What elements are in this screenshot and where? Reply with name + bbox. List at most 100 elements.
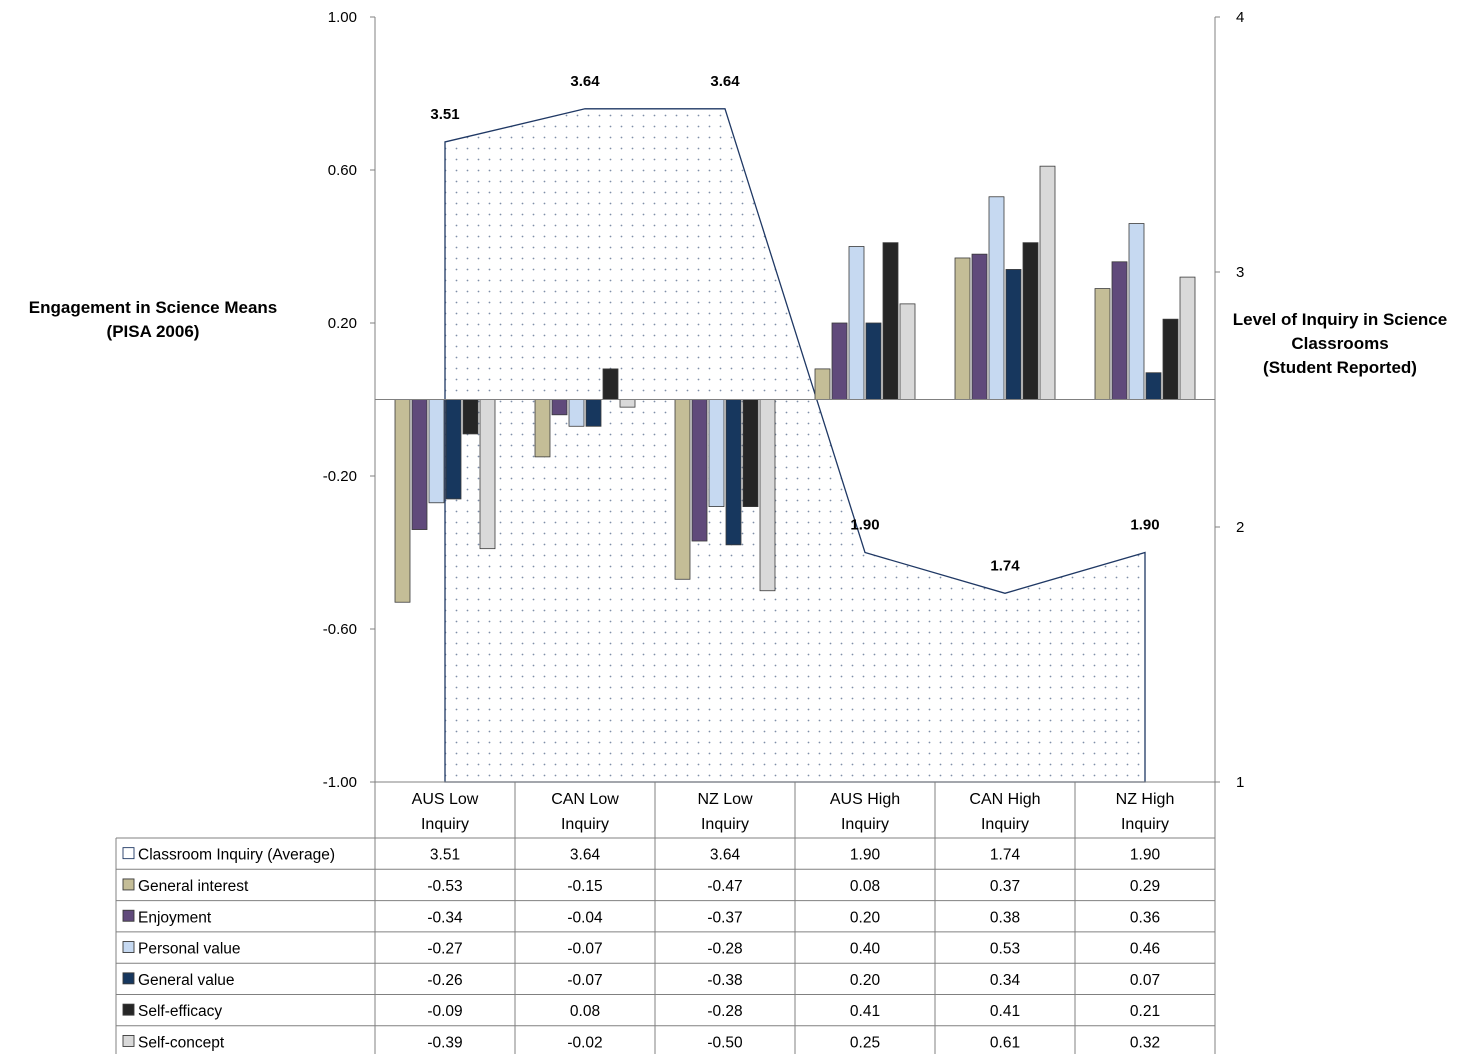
- bar-general-value: [725, 399, 742, 546]
- inquiry-value-label: 3.64: [570, 73, 600, 90]
- bar-self-concept: [1039, 165, 1056, 400]
- table-value: -0.07: [567, 972, 602, 989]
- legend-label: Self-efficacy: [138, 1003, 222, 1020]
- inquiry-value-label: 3.64: [710, 73, 740, 90]
- bar-general-interest: [1094, 288, 1111, 400]
- table-value: 1.90: [850, 847, 881, 864]
- labels-layer: 3.51 3.64 3.64 1.90 1.74 1.90: [430, 73, 1159, 574]
- bar-self-efficacy: [462, 399, 479, 435]
- table-value: -0.02: [567, 1034, 602, 1051]
- table-value: 1.74: [990, 847, 1021, 864]
- table-value: -0.07: [567, 941, 602, 958]
- table-value: -0.37: [707, 909, 742, 926]
- category-label: Inquiry: [841, 816, 889, 833]
- table-value: 0.20: [850, 972, 881, 989]
- bar-general-value: [1005, 269, 1022, 400]
- category-label: Inquiry: [421, 816, 469, 833]
- bar-personal-value: [848, 246, 865, 400]
- data-table: AUS Low Inquiry CAN Low Inquiry NZ Low Inquir…: [115, 781, 1216, 1054]
- bar-general-interest: [814, 368, 831, 400]
- bar-self-efficacy: [742, 399, 759, 507]
- legend-swatch: [122, 878, 135, 891]
- y-tick-label: -0.60: [323, 621, 357, 638]
- bar-self-efficacy: [1022, 242, 1039, 400]
- table-value: 3.64: [570, 847, 601, 864]
- bar-general-interest: [674, 399, 691, 580]
- legend-swatch: [122, 909, 135, 922]
- table-value: -0.38: [707, 972, 742, 989]
- legend-label: Self-concept: [138, 1034, 225, 1051]
- table-value: -0.34: [427, 909, 463, 926]
- bar-self-efficacy: [882, 242, 899, 400]
- category-label: Inquiry: [701, 816, 749, 833]
- table-value: 0.07: [1130, 972, 1160, 989]
- bar-general-interest: [534, 399, 551, 458]
- table-value: 0.08: [570, 1003, 600, 1020]
- category-label: Inquiry: [561, 816, 609, 833]
- bar-personal-value: [568, 399, 585, 427]
- bar-general-value: [1145, 372, 1162, 400]
- y-tick-label: 0.60: [328, 162, 357, 179]
- table-value: 0.32: [1130, 1034, 1160, 1051]
- table-value: 1.90: [1130, 847, 1161, 864]
- y-axis-title-right: Level of Inquiry in Science Classrooms (…: [1232, 310, 1448, 377]
- table-value: 0.40: [850, 941, 881, 958]
- inquiry-value-label: 1.90: [1130, 517, 1159, 534]
- table-value: -0.53: [427, 878, 462, 895]
- bar-enjoyment: [411, 399, 428, 530]
- category-label: NZ Low: [697, 791, 753, 808]
- table-value: 0.41: [850, 1003, 880, 1020]
- bar-personal-value: [708, 399, 725, 507]
- legend-swatch: [122, 1034, 135, 1047]
- legend-label: Enjoyment: [138, 909, 212, 926]
- legend-label: General interest: [138, 878, 249, 895]
- category-label: Inquiry: [981, 816, 1029, 833]
- y2-tick-label: 2: [1236, 519, 1244, 536]
- table-value: 0.29: [1130, 878, 1160, 895]
- table-value: 0.08: [850, 878, 880, 895]
- inquiry-value-label: 1.74: [990, 557, 1020, 574]
- bar-self-concept: [1179, 276, 1196, 400]
- bar-general-value: [585, 399, 602, 427]
- legend-swatch: [122, 941, 135, 953]
- table-value: -0.15: [567, 878, 602, 895]
- bar-enjoyment: [971, 253, 988, 400]
- table-value: 3.51: [430, 847, 460, 864]
- table-value: -0.28: [707, 1003, 742, 1020]
- y-tick-label: 1.00: [328, 9, 357, 26]
- inquiry-value-label: 1.90: [850, 517, 879, 534]
- bar-personal-value: [988, 196, 1005, 400]
- bar-general-interest: [394, 399, 411, 603]
- table-value: 0.53: [990, 941, 1020, 958]
- axes-layer: 1.00 0.60 0.20 -0.20 -0.60 -1.00 4 3 2 1: [323, 9, 1245, 791]
- bar-self-concept: [619, 399, 636, 408]
- table-value: -0.47: [707, 878, 742, 895]
- table-value: -0.26: [427, 972, 462, 989]
- bar-personal-value: [1128, 223, 1145, 400]
- table-value: 0.38: [990, 909, 1020, 926]
- area-layer: [444, 108, 1146, 783]
- table-value: 0.20: [850, 909, 881, 926]
- bar-enjoyment: [551, 399, 568, 416]
- category-label: CAN Low: [551, 791, 619, 808]
- table-value: -0.28: [707, 941, 742, 958]
- table-value: -0.27: [427, 941, 462, 958]
- bar-general-value: [865, 322, 882, 400]
- legend-label: General value: [138, 972, 235, 989]
- legend-swatch: [122, 972, 135, 985]
- table-value: -0.39: [427, 1034, 462, 1051]
- bar-personal-value: [428, 399, 445, 504]
- bar-self-concept: [479, 399, 496, 550]
- legend-swatch: [122, 847, 135, 860]
- bar-enjoyment: [1111, 261, 1128, 400]
- inquiry-value-label: 3.51: [430, 106, 459, 123]
- bar-self-efficacy: [1162, 318, 1179, 400]
- y2-tick-label: 4: [1236, 9, 1244, 26]
- table-value: -0.09: [427, 1003, 462, 1020]
- table-value: 3.64: [710, 847, 741, 864]
- bar-enjoyment: [831, 322, 848, 400]
- category-label: AUS High: [830, 791, 900, 808]
- category-label: NZ High: [1116, 791, 1175, 808]
- y-tick-label: 0.20: [328, 315, 357, 332]
- bar-enjoyment: [691, 399, 708, 542]
